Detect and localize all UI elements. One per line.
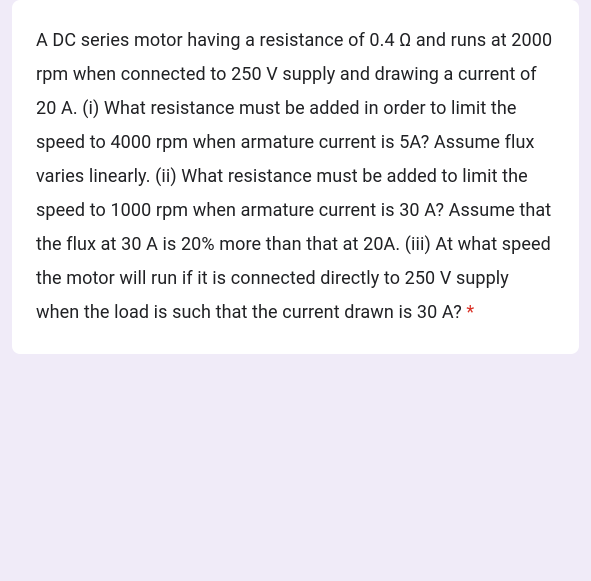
question-card: A DC series motor having a resistance of… xyxy=(12,0,579,354)
required-asterisk: * xyxy=(462,302,474,323)
question-body: A DC series motor having a resistance of… xyxy=(36,30,552,323)
question-text-container: A DC series motor having a resistance of… xyxy=(36,24,555,330)
